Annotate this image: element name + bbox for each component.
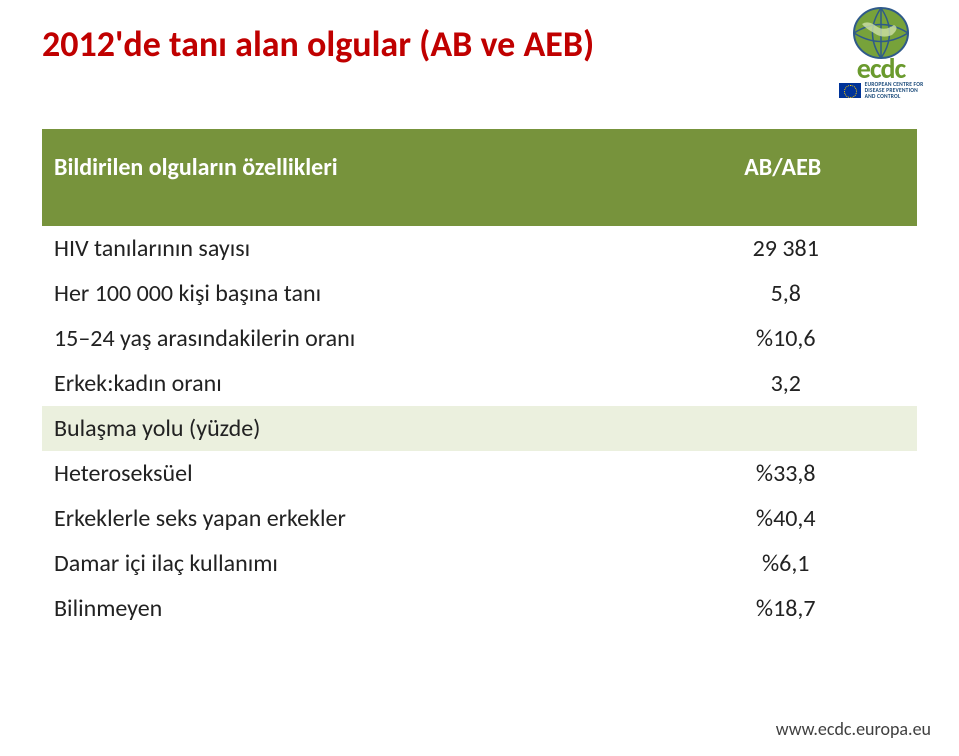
table-row: Heteroseksüel%33,8 [42, 451, 917, 496]
header-label: Bildirilen olguların özellikleri [42, 129, 655, 226]
data-table: Bildirilen olguların özellikleri AB/AEB … [42, 129, 917, 631]
table-header-row: Bildirilen olguların özellikleri AB/AEB [42, 129, 917, 226]
row-label: 15–24 yaş arasındakilerin oranı [42, 316, 655, 361]
table-row: Erkek:kadın oranı3,2 [42, 361, 917, 406]
row-label: Heteroseksüel [42, 451, 655, 496]
slide-title: 2012'de tanı alan olgular (AB ve AEB) [42, 24, 917, 65]
eu-flag-icon [839, 83, 861, 98]
row-value: 5,8 [655, 271, 918, 316]
row-label: Her 100 000 kişi başına tanı [42, 271, 655, 316]
table-row: Her 100 000 kişi başına tanı5,8 [42, 271, 917, 316]
table-row: 15–24 yaş arasındakilerin oranı%10,6 [42, 316, 917, 361]
row-label: Damar içi ilaç kullanımı [42, 541, 655, 586]
data-table-container: Bildirilen olguların özellikleri AB/AEB … [42, 129, 917, 631]
logo-subline: EUROPEAN CENTRE FOR DISEASE PREVENTION A… [839, 83, 924, 100]
row-value: %6,1 [655, 541, 918, 586]
row-value: %10,6 [655, 316, 918, 361]
row-label: Bulaşma yolu (yüzde) [42, 406, 655, 451]
row-value: %33,8 [655, 451, 918, 496]
row-label: HIV tanılarının sayısı [42, 226, 655, 271]
footer-url: www.ecdc.europa.eu [776, 718, 931, 740]
table-row: Erkeklerle seks yapan erkekler%40,4 [42, 496, 917, 541]
row-value [655, 406, 918, 451]
ecdc-logo: ecdc EUROPEAN CENTRE FOR DISEASE PREVENT… [821, 6, 941, 100]
logo-wordmark: ecdc [857, 56, 906, 81]
row-label: Erkek:kadın oranı [42, 361, 655, 406]
row-value: 3,2 [655, 361, 918, 406]
table-row: Bulaşma yolu (yüzde) [42, 406, 917, 451]
row-value: 29 381 [655, 226, 918, 271]
slide-root: 2012'de tanı alan olgular (AB ve AEB) ec… [0, 0, 959, 756]
row-label: Bilinmeyen [42, 586, 655, 631]
header-value: AB/AEB [655, 129, 918, 226]
table-row: Bilinmeyen%18,7 [42, 586, 917, 631]
logo-subtext: EUROPEAN CENTRE FOR DISEASE PREVENTION A… [865, 83, 924, 100]
row-value: %40,4 [655, 496, 918, 541]
row-label: Erkeklerle seks yapan erkekler [42, 496, 655, 541]
table-row: HIV tanılarının sayısı29 381 [42, 226, 917, 271]
table-row: Damar içi ilaç kullanımı%6,1 [42, 541, 917, 586]
row-value: %18,7 [655, 586, 918, 631]
